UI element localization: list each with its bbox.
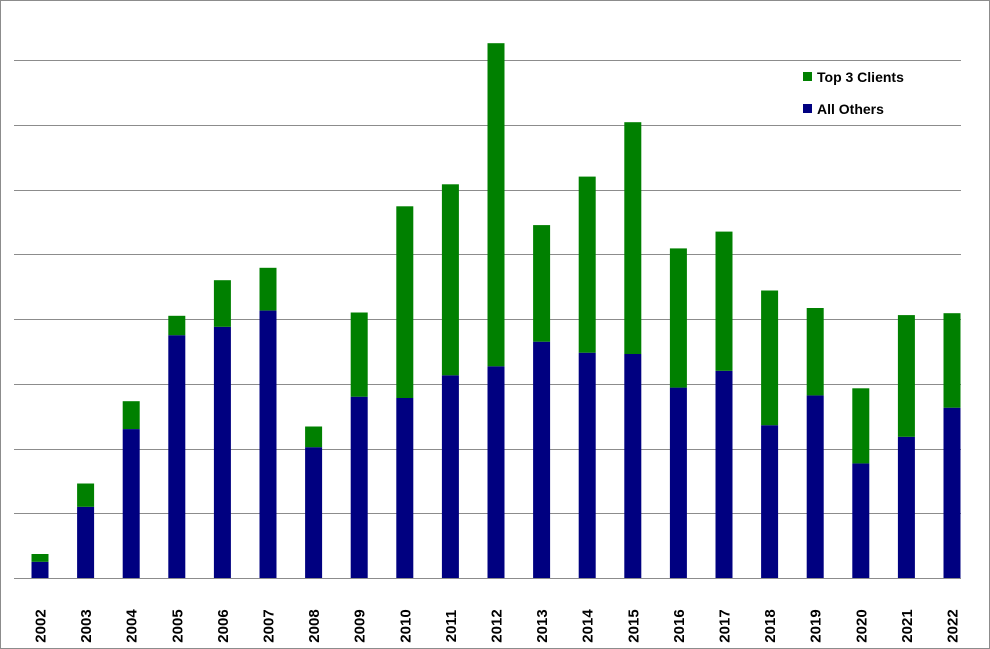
x-tick-label: 2008 [306, 609, 323, 642]
bar-top-3-clients-2015 [624, 122, 642, 354]
bar-top-3-clients-2009 [350, 312, 368, 397]
x-tick-label: 2015 [625, 609, 642, 642]
bar-all-others-2013 [533, 341, 551, 578]
x-axis-ticks: 2002 2003 2004 2005 2006 2007 2008 2009 2010 2011… [33, 609, 962, 643]
bar-top-3-clients-2016 [669, 248, 687, 388]
bar-all-others-2019 [806, 395, 824, 578]
bar-all-others-2018 [761, 425, 779, 578]
x-tick-label: 2006 [215, 609, 232, 642]
bar-top-3-clients-2003 [77, 483, 95, 507]
bar-top-3-clients-2014 [578, 176, 596, 353]
x-tick-label: 2012 [489, 609, 506, 642]
x-tick-label: 2019 [808, 609, 825, 642]
bar-all-others-2021 [897, 436, 915, 578]
bar-top-3-clients-2007 [259, 267, 277, 311]
bar-all-others-2014 [578, 352, 596, 578]
legend-label: All Others [817, 101, 884, 117]
bar-all-others-2008 [305, 447, 323, 578]
legend: Top 3 Clients All Others [803, 69, 904, 117]
legend-label: Top 3 Clients [817, 69, 904, 85]
bar-all-others-2016 [669, 387, 687, 578]
x-tick-label: 2009 [352, 609, 369, 642]
bar-all-others-2007 [259, 310, 277, 578]
bar-all-others-2002 [31, 561, 49, 578]
x-tick-label: 2011 [443, 610, 460, 643]
bar-top-3-clients-2004 [122, 401, 140, 429]
bar-all-others-2017 [715, 370, 733, 578]
x-tick-label: 2020 [853, 609, 870, 642]
x-tick-label: 2013 [534, 609, 551, 642]
bar-all-others-2004 [122, 429, 140, 578]
bar-top-3-clients-2019 [806, 308, 824, 396]
bar-all-others-2006 [213, 326, 231, 578]
bar-all-others-2015 [624, 354, 642, 578]
x-tick-label: 2022 [945, 609, 962, 642]
x-tick-label: 2005 [169, 609, 186, 642]
x-tick-label: 2004 [124, 609, 141, 643]
bar-top-3-clients-2002 [31, 554, 49, 562]
bar-all-others-2010 [396, 398, 414, 578]
bar-all-others-2022 [943, 407, 961, 578]
x-tick-label: 2010 [397, 609, 414, 642]
x-tick-label: 2018 [762, 609, 779, 642]
x-tick-label: 2003 [78, 609, 95, 642]
bar-all-others-2009 [350, 396, 368, 578]
bars [31, 43, 961, 578]
bar-top-3-clients-2005 [168, 315, 186, 336]
bar-all-others-2020 [852, 463, 870, 578]
bar-top-3-clients-2008 [305, 426, 323, 448]
legend-swatch [803, 104, 812, 113]
x-tick-label: 2016 [671, 609, 688, 642]
x-tick-label: 2017 [717, 609, 734, 642]
x-tick-label: 2014 [580, 609, 597, 643]
bar-top-3-clients-2013 [533, 225, 551, 342]
bar-top-3-clients-2006 [213, 280, 231, 327]
bar-top-3-clients-2018 [761, 290, 779, 426]
bar-top-3-clients-2010 [396, 206, 414, 398]
bar-all-others-2012 [487, 366, 505, 578]
bar-all-others-2003 [77, 506, 95, 578]
x-tick-label: 2007 [261, 609, 278, 642]
bar-top-3-clients-2012 [487, 43, 505, 367]
bar-all-others-2011 [441, 375, 459, 578]
bar-all-others-2005 [168, 335, 186, 578]
bar-top-3-clients-2011 [441, 184, 459, 376]
x-tick-label: 2002 [33, 609, 50, 642]
x-tick-label: 2021 [899, 609, 916, 642]
bar-top-3-clients-2022 [943, 313, 961, 408]
legend-swatch [803, 72, 812, 81]
bar-top-3-clients-2020 [852, 388, 870, 464]
bar-top-3-clients-2017 [715, 231, 733, 371]
bar-top-3-clients-2021 [897, 315, 915, 437]
